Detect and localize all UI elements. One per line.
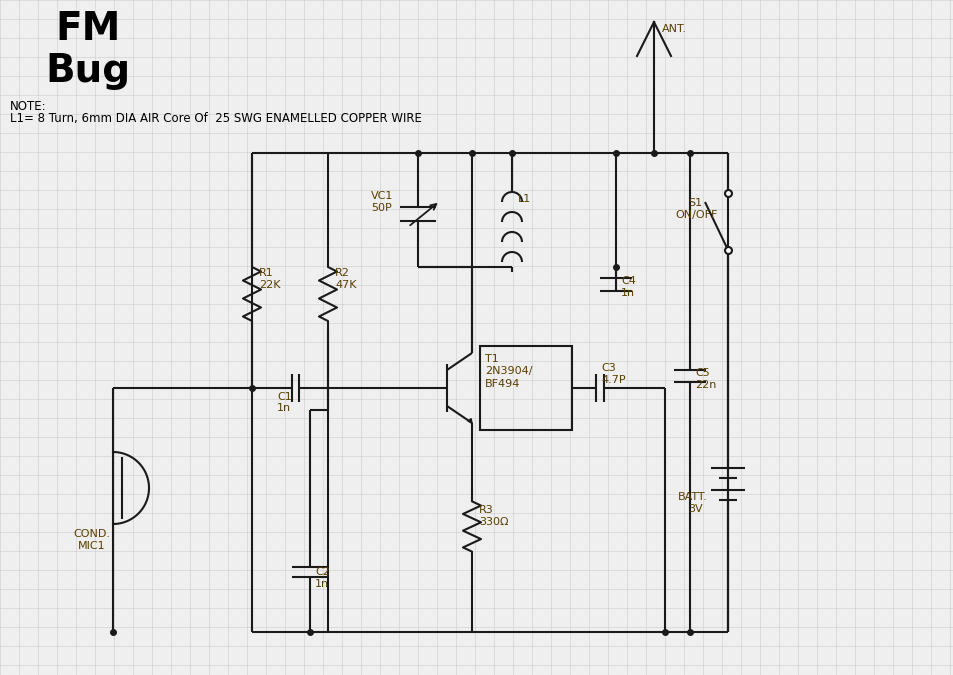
Text: 330Ω: 330Ω xyxy=(478,517,508,527)
Text: C2: C2 xyxy=(314,567,330,577)
Text: VC1: VC1 xyxy=(371,191,393,201)
Text: 50P: 50P xyxy=(371,203,392,213)
Text: 22n: 22n xyxy=(695,380,716,390)
Text: ANT.: ANT. xyxy=(661,24,686,34)
Text: 47K: 47K xyxy=(335,280,356,290)
Text: 2N3904/: 2N3904/ xyxy=(484,366,532,376)
Text: 3V: 3V xyxy=(687,504,702,514)
Text: C5: C5 xyxy=(695,368,709,378)
Text: NOTE:: NOTE: xyxy=(10,100,47,113)
Text: C1: C1 xyxy=(276,392,292,402)
Text: ON/OFF: ON/OFF xyxy=(675,210,717,220)
Text: T1: T1 xyxy=(484,354,498,364)
Text: S1: S1 xyxy=(687,198,701,208)
Text: L1= 8 Turn, 6mm DIA AIR Core Of  25 SWG ENAMELLED COPPER WIRE: L1= 8 Turn, 6mm DIA AIR Core Of 25 SWG E… xyxy=(10,112,421,125)
Text: C3: C3 xyxy=(600,363,615,373)
Text: Bug: Bug xyxy=(45,52,130,90)
Text: MIC1: MIC1 xyxy=(78,541,106,551)
Text: 1n: 1n xyxy=(620,288,635,298)
Text: BATT.: BATT. xyxy=(678,492,707,502)
Bar xyxy=(479,346,572,430)
Text: 1n: 1n xyxy=(276,403,291,413)
Text: R2: R2 xyxy=(335,268,350,278)
Text: L1: L1 xyxy=(517,194,531,204)
Text: 4.7P: 4.7P xyxy=(600,375,625,385)
Polygon shape xyxy=(468,418,472,423)
Text: COND.: COND. xyxy=(73,529,110,539)
Text: R3: R3 xyxy=(478,505,494,515)
Text: R1: R1 xyxy=(258,268,274,278)
Text: 22K: 22K xyxy=(258,280,280,290)
Text: C4: C4 xyxy=(620,276,636,286)
Text: 1n: 1n xyxy=(314,579,329,589)
Text: FM: FM xyxy=(55,10,120,48)
Text: BF494: BF494 xyxy=(484,379,519,389)
